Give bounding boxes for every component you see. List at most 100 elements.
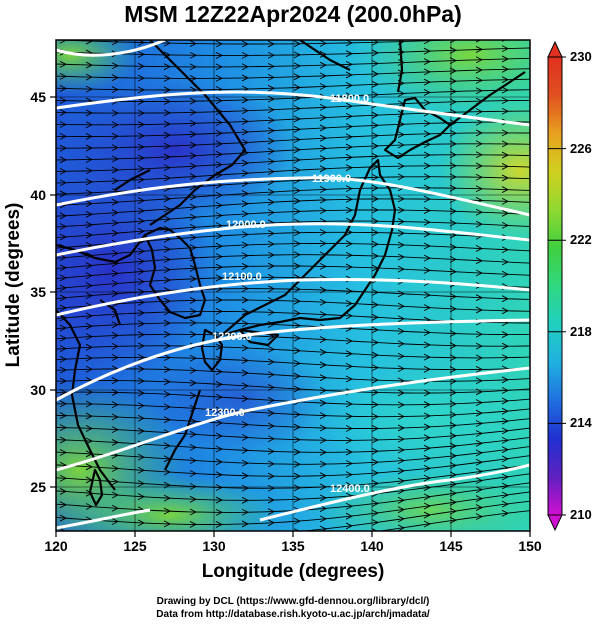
wind-arrow (215, 191, 224, 199)
wind-arrow (345, 240, 354, 248)
wind-arrow (423, 474, 432, 482)
wind-arrow (319, 286, 328, 294)
wind-arrow (189, 417, 198, 425)
wind-arrow (85, 156, 94, 163)
wind-arrow (241, 96, 250, 104)
wind-arrow (319, 515, 328, 523)
wind-arrow (59, 324, 68, 332)
wind-arrow (449, 140, 458, 148)
wind-arrow (85, 282, 94, 290)
wind-arrow (475, 220, 484, 228)
wind-arrow (449, 46, 458, 54)
wind-arrow (371, 500, 380, 507)
wind-arrow (319, 40, 328, 47)
wind-arrow (449, 173, 458, 181)
wind-arrow (111, 270, 120, 277)
x-tick-label: 150 (518, 538, 542, 554)
wind-arrow (501, 55, 510, 63)
wind-arrow (319, 240, 328, 247)
wind-arrow (267, 188, 276, 196)
wind-arrow (189, 443, 198, 451)
wind-arrow (345, 362, 354, 370)
wind-arrow (111, 177, 120, 185)
wind-arrow (267, 435, 276, 443)
wind-arrow (59, 85, 68, 92)
wind-arrow (163, 195, 172, 203)
wind-arrow (345, 251, 354, 259)
y-tick-label: 35 (30, 284, 46, 300)
wind-arrow (319, 207, 328, 215)
wind-arrow (371, 173, 380, 181)
wind-arrow (163, 40, 172, 47)
wind-arrow (85, 109, 94, 117)
wind-arrow (371, 121, 380, 129)
wind-arrow (268, 541, 274, 547)
wind-arrow (267, 95, 276, 103)
wind-arrow (241, 520, 250, 528)
wind-arrow (501, 427, 510, 435)
wind-arrow (475, 129, 484, 137)
wind-arrow (371, 509, 380, 517)
wind-arrow (501, 258, 510, 266)
wind-arrow (59, 274, 68, 282)
wind-arrow (215, 201, 224, 209)
wind-arrow (371, 313, 380, 321)
contour-line (259, 463, 530, 522)
wind-arrow (164, 546, 170, 552)
wind-arrow (319, 386, 328, 394)
wind-arrow (189, 470, 198, 477)
wind-arrow (163, 390, 172, 398)
wind-arrow (111, 439, 120, 446)
wind-arrow (293, 517, 302, 525)
wind-arrow (215, 274, 224, 282)
wind-arrow (371, 401, 380, 409)
wind-arrow (423, 89, 432, 96)
wind-arrow (241, 210, 250, 218)
wind-arrow (215, 97, 224, 105)
wind-arrow (319, 361, 328, 369)
wind-arrow (163, 494, 172, 502)
wind-arrow (501, 387, 510, 394)
wind-arrow (86, 543, 92, 549)
wind-arrow (293, 460, 302, 468)
wind-arrow (371, 152, 380, 160)
wind-arrow (85, 388, 94, 396)
wind-arrow (85, 437, 94, 445)
wind-arrow (449, 366, 458, 373)
wind-arrow (449, 422, 458, 429)
wind-arrow (345, 436, 354, 444)
wind-arrow (449, 432, 458, 440)
wind-arrow (371, 91, 380, 99)
wind-arrow (241, 128, 250, 136)
wind-arrow (475, 151, 484, 159)
wind-arrow (293, 136, 302, 143)
wind-arrow (319, 348, 328, 356)
wind-arrow (59, 190, 68, 198)
wind-arrow (189, 404, 198, 412)
wind-arrow (137, 320, 146, 328)
wind-arrow (319, 298, 328, 306)
wind-arrow (423, 242, 432, 250)
contour-line (56, 318, 530, 402)
wind-arrow (215, 508, 224, 516)
wind-arrow (293, 94, 302, 102)
wind-arrow (501, 295, 510, 303)
wind-arrow (501, 342, 510, 350)
wind-arrow (241, 382, 250, 390)
wind-arrow (189, 223, 198, 231)
wind-arrow (501, 446, 510, 454)
wind-arrow (215, 319, 224, 327)
wind-arrow (449, 480, 458, 488)
wind-arrow (371, 49, 380, 57)
wind-arrow (449, 400, 458, 408)
wind-arrow (501, 500, 510, 508)
x-tick-label: 130 (202, 538, 226, 554)
x-axis-title: Longitude (degrees) (202, 561, 385, 582)
wind-arrow (85, 425, 94, 432)
wind-arrow (501, 129, 510, 137)
wind-arrow (189, 244, 198, 252)
wind-arrow (423, 502, 432, 510)
wind-arrow (501, 86, 510, 94)
wind-arrow (397, 302, 406, 310)
wind-arrow (85, 354, 94, 362)
